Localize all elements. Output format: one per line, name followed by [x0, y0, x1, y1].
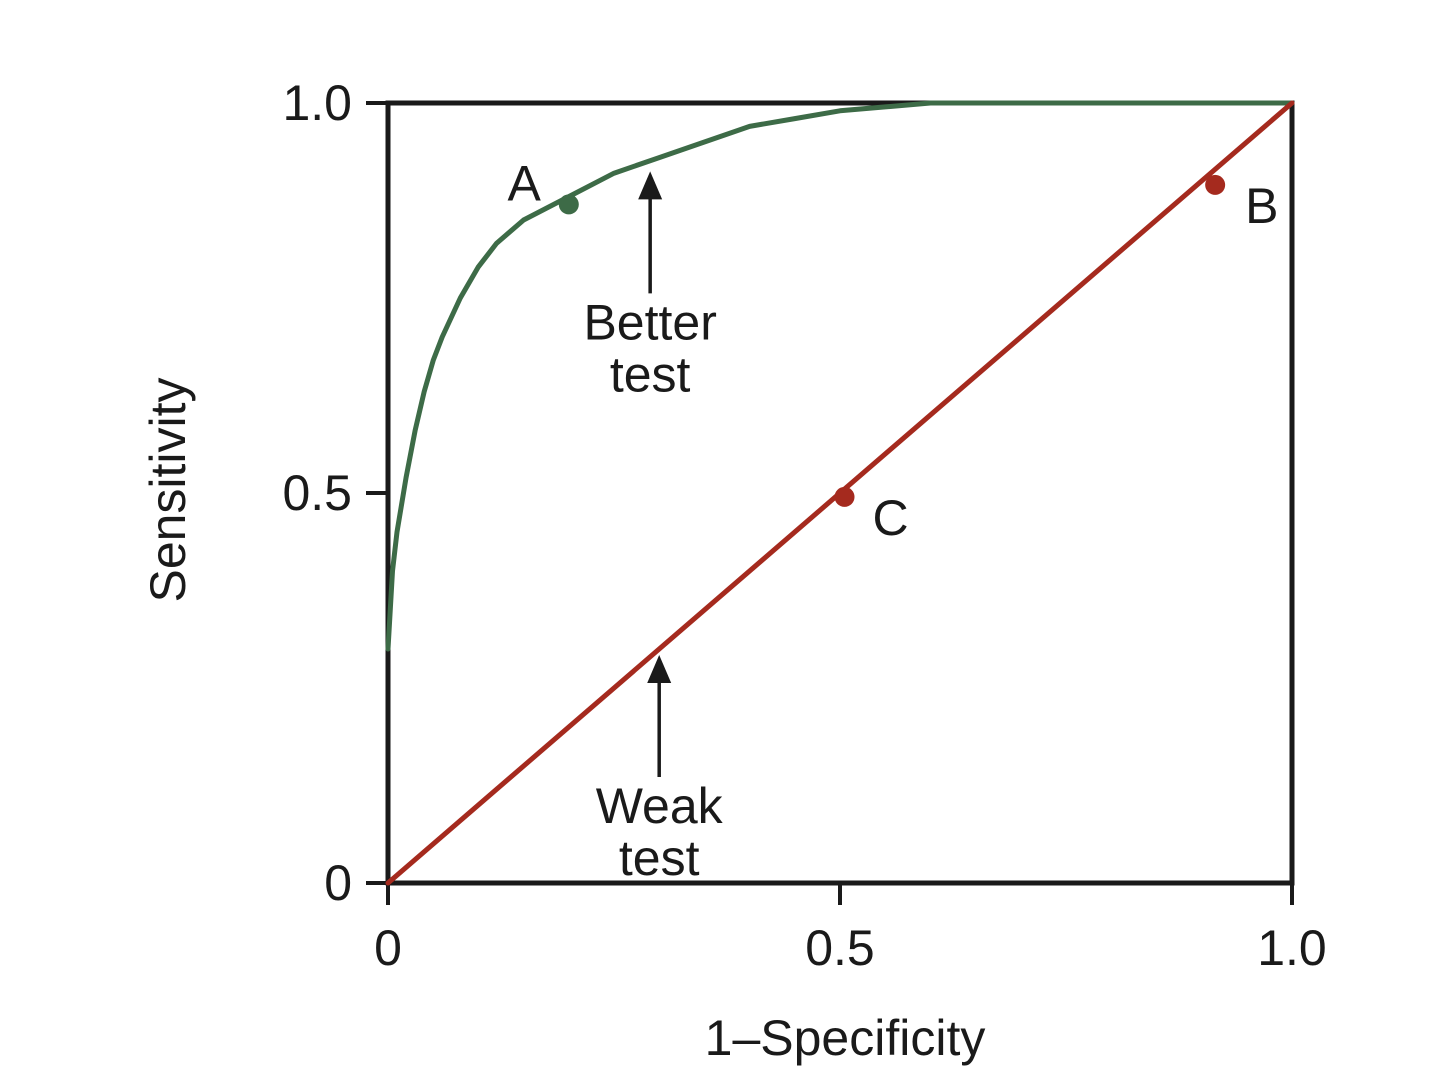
annotation-arrow-head: [638, 171, 663, 200]
point-label-b: B: [1245, 178, 1278, 234]
x-tick-label: 1.0: [1257, 920, 1327, 976]
y-tick-label: 1.0: [282, 75, 352, 131]
x-tick-label: 0.5: [805, 920, 875, 976]
annotation-arrow-head: [647, 655, 672, 683]
point-label-c: C: [873, 490, 909, 546]
point-c: [834, 486, 855, 507]
point-b: [1205, 174, 1226, 195]
axis-ticks: 0 0.5 1.0 0 0.5 1.0: [282, 75, 1326, 976]
annotation-text: Weak: [596, 778, 724, 834]
y-axis-title: Sensitivity: [140, 377, 196, 602]
annotation-text: test: [619, 830, 700, 886]
point-label-a: A: [507, 155, 541, 211]
y-tick-label: 0.5: [282, 465, 352, 521]
annotation-text: Better: [583, 294, 716, 350]
x-tick-label: 0: [374, 920, 402, 976]
data-points: A B C: [507, 155, 1278, 546]
point-a: [558, 194, 579, 215]
x-axis-title: 1–Specificity: [705, 1010, 986, 1066]
annotation-text: test: [610, 346, 691, 402]
y-tick-label: 0: [324, 855, 352, 911]
